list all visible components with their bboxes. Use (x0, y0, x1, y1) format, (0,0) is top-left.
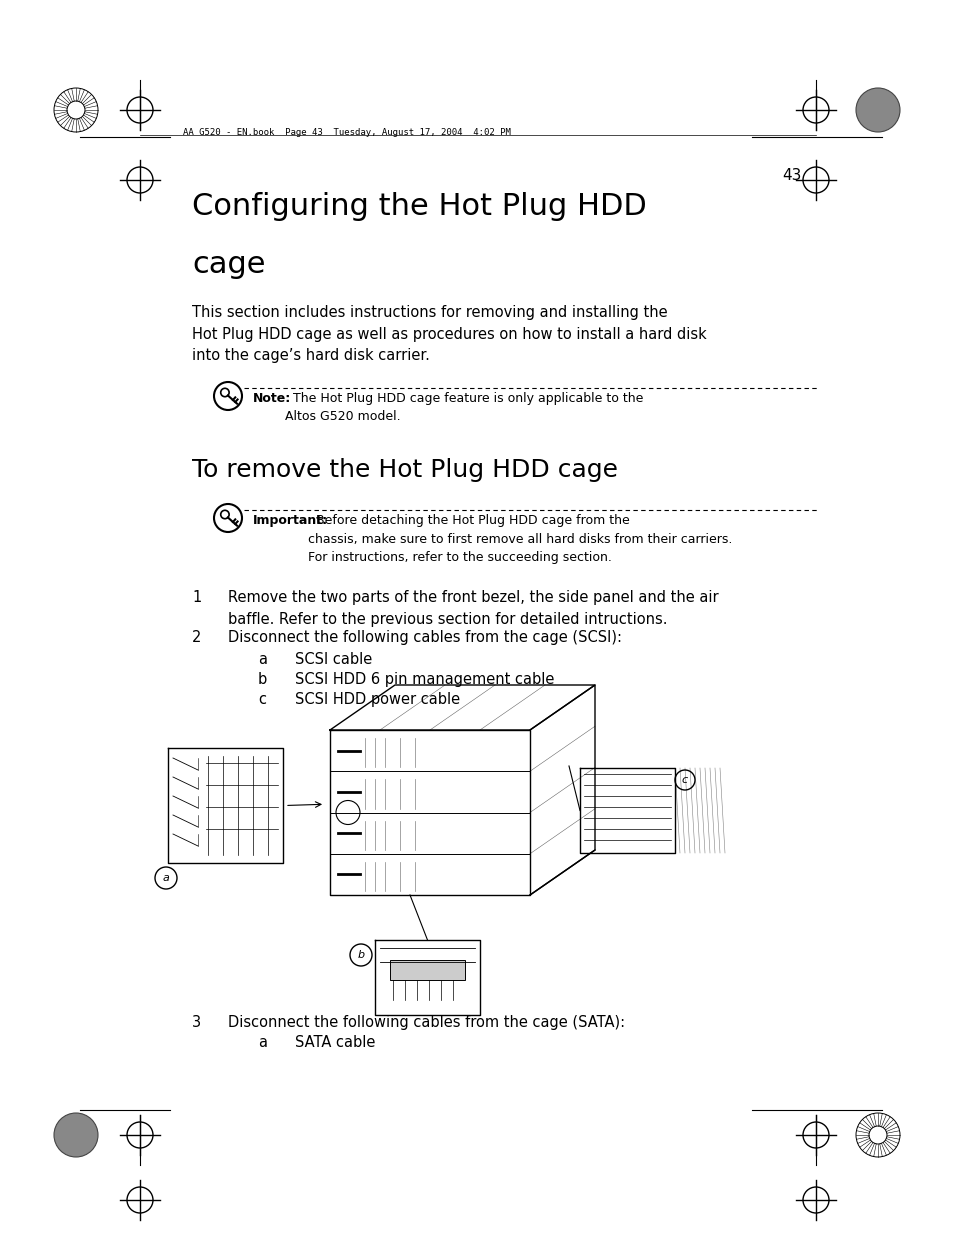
Text: 2: 2 (192, 630, 201, 645)
Text: SATA cable: SATA cable (294, 1035, 375, 1050)
Text: SCSI HDD 6 pin management cable: SCSI HDD 6 pin management cable (294, 672, 554, 687)
Circle shape (855, 88, 899, 132)
Text: AA G520 - EN.book  Page 43  Tuesday, August 17, 2004  4:02 PM: AA G520 - EN.book Page 43 Tuesday, Augus… (183, 128, 511, 137)
Text: The Hot Plug HDD cage feature is only applicable to the
Altos G520 model.: The Hot Plug HDD cage feature is only ap… (285, 391, 642, 424)
Text: 43: 43 (781, 168, 801, 183)
Text: 1: 1 (192, 590, 201, 605)
Text: 3: 3 (192, 1015, 201, 1030)
Text: c: c (257, 692, 266, 706)
Text: Configuring the Hot Plug HDD: Configuring the Hot Plug HDD (192, 191, 646, 221)
Text: Remove the two parts of the front bezel, the side panel and the air
baffle. Refe: Remove the two parts of the front bezel,… (228, 590, 718, 626)
Text: a: a (257, 652, 267, 667)
Text: To remove the Hot Plug HDD cage: To remove the Hot Plug HDD cage (192, 458, 618, 482)
Text: Important:: Important: (253, 514, 328, 527)
Text: This section includes instructions for removing and installing the
Hot Plug HDD : This section includes instructions for r… (192, 305, 706, 363)
Text: SCSI cable: SCSI cable (294, 652, 372, 667)
Text: b: b (257, 672, 267, 687)
Circle shape (54, 1113, 98, 1157)
Text: Before detaching the Hot Plug HDD cage from the
chassis, make sure to first remo: Before detaching the Hot Plug HDD cage f… (308, 514, 732, 564)
Text: SCSI HDD power cable: SCSI HDD power cable (294, 692, 459, 706)
Text: b: b (357, 950, 364, 960)
Text: Disconnect the following cables from the cage (SCSI):: Disconnect the following cables from the… (228, 630, 621, 645)
Text: a: a (162, 873, 170, 883)
Text: a: a (257, 1035, 267, 1050)
Text: Note:: Note: (253, 391, 291, 405)
FancyBboxPatch shape (390, 960, 464, 981)
Text: cage: cage (192, 249, 265, 279)
Text: c: c (681, 776, 687, 785)
Text: Disconnect the following cables from the cage (SATA):: Disconnect the following cables from the… (228, 1015, 624, 1030)
